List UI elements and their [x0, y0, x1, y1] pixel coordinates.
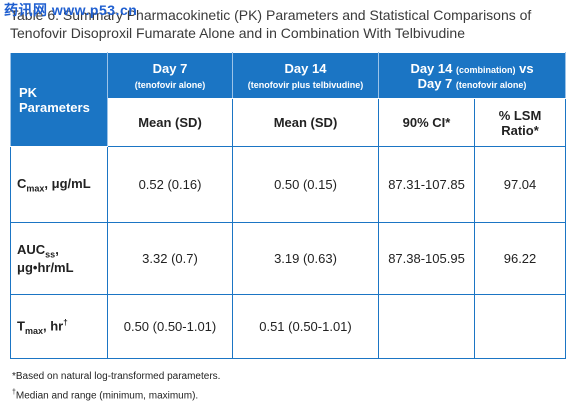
cell: [378, 294, 475, 359]
cell: 96.22: [473, 222, 567, 295]
param: T: [17, 317, 25, 333]
header-text: Day 7: [417, 75, 453, 91]
header-cell: Day 14 (tenofovir plus telbivudine): [232, 52, 379, 99]
subheader-text: % LSM Ratio*: [498, 107, 542, 138]
cell: 0.50 (0.15): [232, 146, 379, 223]
cell: 0.52 (0.16): [107, 146, 233, 223]
cell: 97.04: [473, 146, 567, 223]
param-sub: ss: [45, 249, 56, 260]
subheader-cell: 90% CI*: [378, 98, 475, 147]
param-unit: μg•hr/mL: [17, 259, 74, 275]
param-sub: max: [24, 325, 43, 336]
header-text: Day 7: [152, 60, 188, 76]
footnote: †Median and range (minimum, maximum).: [12, 389, 198, 401]
subheader-cell: % LSM Ratio*: [473, 98, 567, 147]
watermark: 药讯网 www.p53.cn: [4, 2, 138, 18]
footnote: *Based on natural log-transformed parame…: [12, 371, 221, 382]
header-cell: Day 14 (combination) vs Day 7 (tenofovir…: [377, 52, 567, 99]
subheader-text: 90% CI*: [402, 115, 451, 130]
param-cell: Cmax, μg/mL: [10, 146, 108, 223]
header-note: (tenofovir alone): [134, 79, 206, 90]
header-note: (tenofovir alone): [455, 79, 527, 90]
param-unit: , hr: [42, 317, 64, 333]
header-text: PK Parameters: [19, 84, 90, 115]
pk-table: PK Parameters Day 7 (tenofovir alone) Day…: [10, 52, 567, 359]
cell: 87.38-105.95: [378, 222, 475, 295]
header-text: Day 14: [284, 60, 327, 76]
header-cell: Day 7 (tenofovir alone): [107, 52, 233, 99]
subheader-cell: Mean (SD): [232, 98, 379, 147]
title: Table 6. Summary Pharmacokinetic (PK) Pa…: [10, 7, 532, 41]
header-note: (combination): [455, 64, 516, 75]
subheader-text: Mean (SD): [138, 115, 202, 130]
param-unit: , μg/mL: [44, 175, 91, 191]
cell: 87.31-107.85: [378, 146, 475, 223]
footnote-mark: †: [12, 389, 16, 396]
param: C: [17, 175, 27, 191]
cell: 0.51 (0.50-1.01): [232, 294, 379, 359]
header-note: (tenofovir plus telbivudine): [247, 79, 364, 90]
cell: 3.19 (0.63): [232, 222, 379, 295]
cell: 0.50 (0.50-1.01): [107, 294, 233, 359]
param-sup: †: [63, 317, 68, 327]
param-cell: Tmax, hr†: [10, 294, 108, 359]
param-unit: ,: [55, 242, 59, 258]
header-text: Day 14: [410, 60, 453, 76]
footnote-text: Median and range (minimum, maximum).: [15, 390, 199, 402]
cell: [473, 294, 567, 359]
header-cell: PK Parameters: [10, 52, 108, 147]
param-cell: AUCss, μg•hr/mL: [10, 222, 108, 295]
cell: 3.32 (0.7): [107, 222, 233, 295]
subheader-cell: Mean (SD): [107, 98, 233, 147]
param: AUC: [17, 242, 46, 258]
subheader-text: Mean (SD): [273, 115, 338, 130]
header-text: vs: [519, 60, 534, 76]
param-sub: max: [26, 183, 45, 194]
